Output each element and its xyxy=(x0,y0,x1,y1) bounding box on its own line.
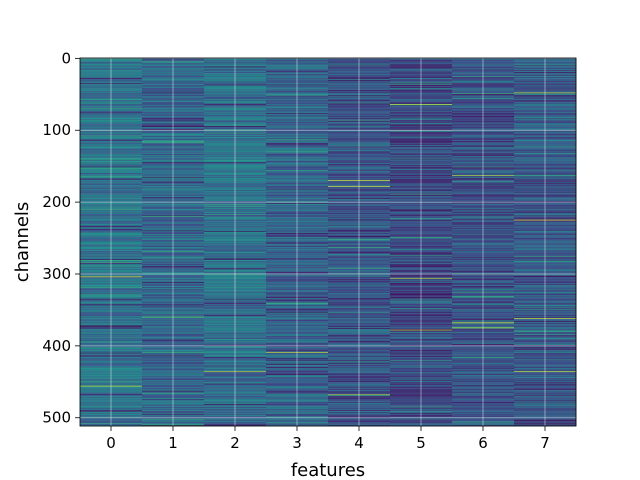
x-tick-label: 2 xyxy=(230,434,240,452)
x-tick-label: 4 xyxy=(354,434,364,452)
y-axis: 0 100 200 300 400 500 xyxy=(42,49,80,427)
y-axis-label: channels xyxy=(12,202,33,283)
x-axis-label: features xyxy=(291,460,365,480)
x-tick-label: 6 xyxy=(478,434,488,452)
x-tick-label: 3 xyxy=(292,434,302,452)
x-tick-label: 0 xyxy=(106,434,116,452)
x-tick-label: 1 xyxy=(168,434,178,452)
y-tick-label: 500 xyxy=(42,409,71,427)
y-tick-label: 0 xyxy=(61,49,71,67)
y-tick-label: 100 xyxy=(42,121,71,139)
y-tick-label: 300 xyxy=(42,265,71,283)
plot-frame xyxy=(79,57,577,427)
plot-area xyxy=(79,57,577,427)
heatmap-cells xyxy=(80,58,577,427)
y-tick-label: 200 xyxy=(42,193,71,211)
grid-lines xyxy=(80,57,576,426)
y-tick-label: 400 xyxy=(42,337,71,355)
x-axis: 0 1 2 3 4 5 6 7 xyxy=(106,426,550,452)
x-tick-label: 7 xyxy=(540,434,550,452)
x-tick-label: 5 xyxy=(416,434,426,452)
